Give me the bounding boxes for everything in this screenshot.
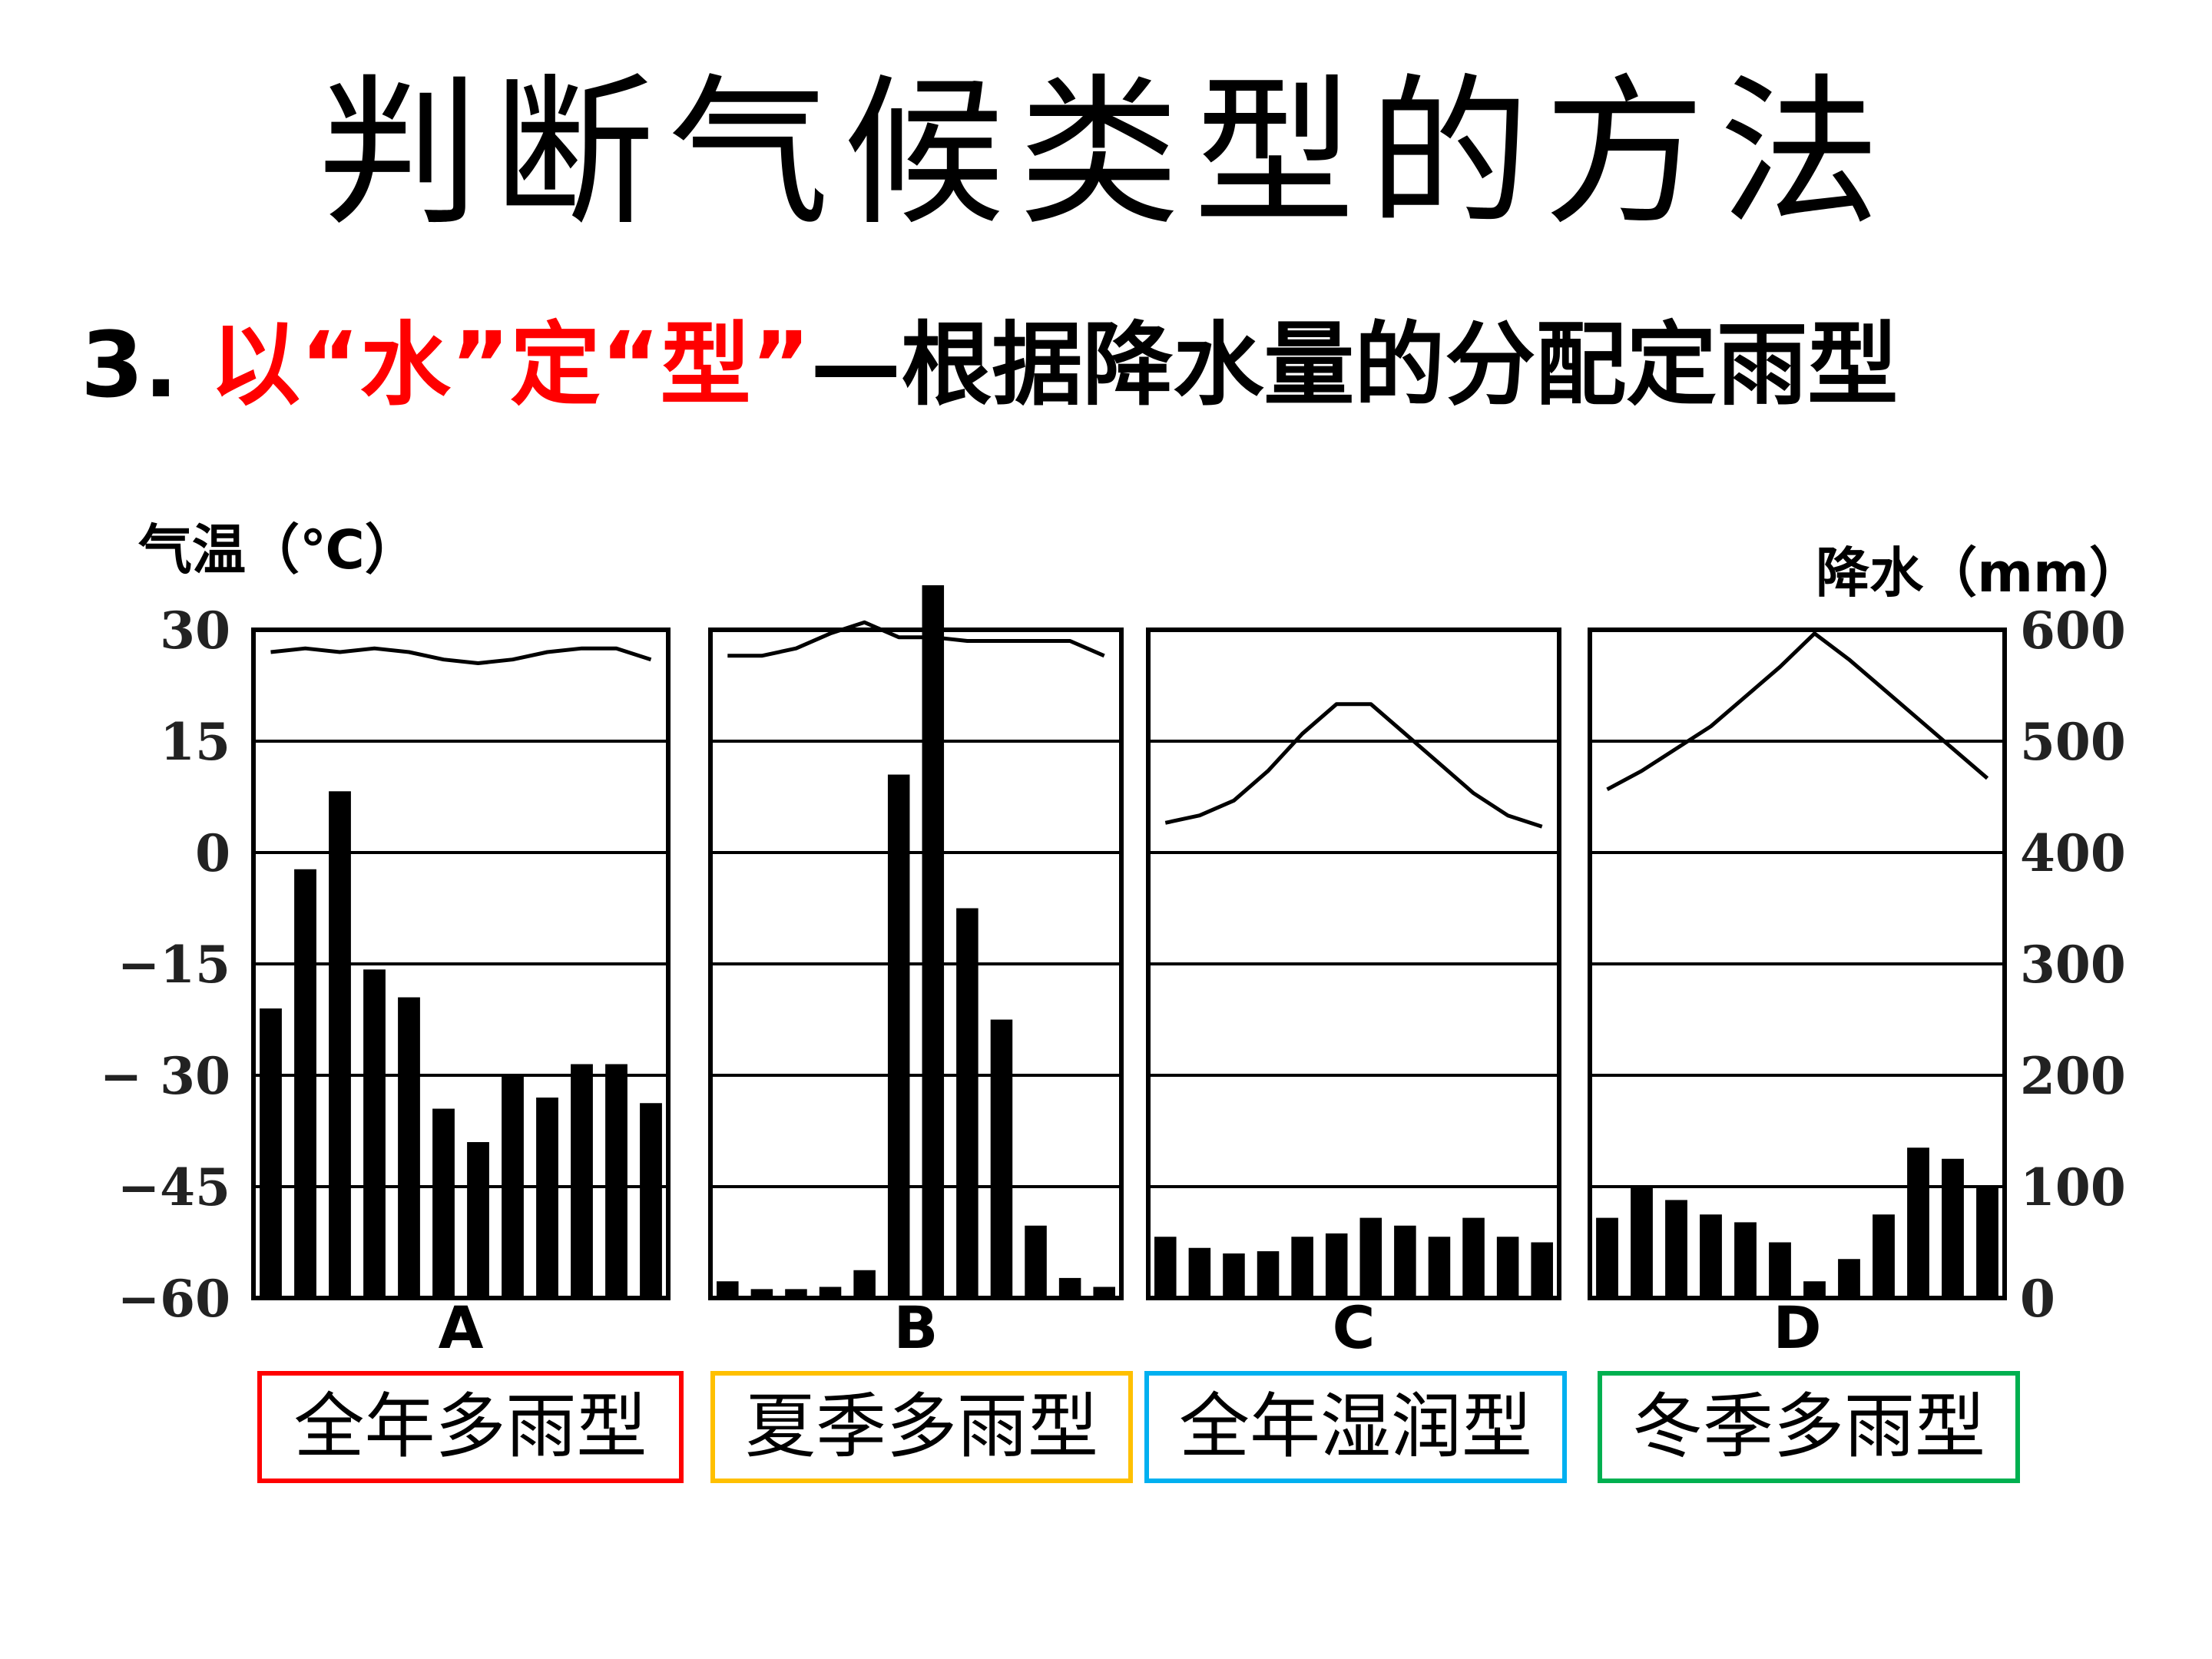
panel-frame xyxy=(708,628,1124,1300)
slide-title: 判断气候类型的方法 xyxy=(317,59,1894,247)
precipitation-bar xyxy=(467,1142,489,1298)
precipitation-bar xyxy=(329,791,351,1298)
rainfall-type-box: 冬季多雨型 xyxy=(1598,1371,2020,1483)
precipitation-bar xyxy=(260,1008,282,1298)
precipitation-bar xyxy=(1462,1217,1485,1298)
precipitation-bar xyxy=(294,869,316,1298)
precipitation-bar xyxy=(1496,1237,1519,1298)
temperature-axis-label: 气温（℃） xyxy=(138,518,419,581)
precipitation-bar xyxy=(1803,1281,1826,1298)
precipitation-bar xyxy=(1359,1217,1382,1298)
precipitation-bar xyxy=(363,969,386,1298)
precipitation-bar xyxy=(1257,1251,1280,1298)
precipitation-bar xyxy=(785,1289,807,1298)
precipitation-axis-label: 降水（mm） xyxy=(1816,541,2143,604)
precipitation-bar xyxy=(1394,1225,1416,1298)
precipitation-bar xyxy=(1907,1147,1929,1298)
precipitation-bar xyxy=(502,1075,524,1298)
precipitation-bar xyxy=(1223,1253,1245,1298)
precipitation-bar xyxy=(956,908,979,1298)
subtitle-prefix: 3. xyxy=(81,312,210,418)
precipitation-bar xyxy=(605,1064,628,1298)
precipitation-tick-label: 100 xyxy=(2020,1157,2126,1217)
precipitation-bar xyxy=(717,1281,739,1298)
precipitation-bar xyxy=(1428,1237,1451,1298)
precipitation-bar xyxy=(1058,1277,1081,1298)
precipitation-bar xyxy=(1769,1242,1791,1298)
panel-label: A xyxy=(439,1293,484,1362)
precipitation-tick-label: 0 xyxy=(2020,1269,2055,1329)
precipitation-bar xyxy=(887,774,910,1298)
precipitation-bar xyxy=(1188,1247,1211,1298)
precipitation-bar xyxy=(990,1019,1013,1298)
precipitation-bar xyxy=(1025,1225,1047,1298)
precipitation-bar xyxy=(1531,1242,1553,1298)
precipitation-bar xyxy=(1665,1200,1687,1298)
temperature-line xyxy=(1606,631,1989,792)
precipitation-tick-label: 300 xyxy=(2020,935,2126,995)
precipitation-bar xyxy=(819,1286,842,1298)
precipitation-bar xyxy=(922,585,945,1298)
rainfall-type-box: 夏季多雨型 xyxy=(710,1371,1133,1483)
precipitation-bar xyxy=(750,1289,773,1298)
rainfall-type-box: 全年湿润型 xyxy=(1144,1371,1567,1483)
precipitation-tick-label: 500 xyxy=(2020,712,2126,772)
temperature-tick-label: −45 xyxy=(118,1157,230,1217)
panel-label: B xyxy=(894,1293,939,1362)
panel-frame xyxy=(1146,628,1561,1300)
subtitle-highlight: 以“水”定“型” xyxy=(210,312,811,418)
precipitation-bar xyxy=(398,997,420,1298)
precipitation-bar xyxy=(1942,1158,1964,1298)
panel-frame xyxy=(1588,628,2007,1300)
temperature-tick-label: 30 xyxy=(160,601,230,661)
temperature-line xyxy=(270,646,652,665)
temperature-tick-label: − 30 xyxy=(100,1046,230,1106)
precipitation-bar xyxy=(432,1108,455,1298)
precipitation-bar xyxy=(1631,1187,1653,1298)
precipitation-tick-label: 600 xyxy=(2020,601,2126,661)
slide-subtitle: 3. 以“水”定“型”—根据降水量的分配定雨型 xyxy=(81,307,1898,422)
temperature-line xyxy=(727,620,1105,658)
precipitation-bar xyxy=(1093,1286,1115,1298)
rainfall-type-box: 全年多雨型 xyxy=(257,1371,684,1483)
panel-label: C xyxy=(1333,1293,1376,1362)
temperature-tick-label: 15 xyxy=(160,712,230,772)
precipitation-bar xyxy=(1873,1214,1895,1298)
temperature-tick-label: −15 xyxy=(118,935,230,995)
precipitation-bar xyxy=(1154,1237,1177,1298)
precipitation-bar xyxy=(1734,1222,1757,1298)
precipitation-bar xyxy=(1291,1237,1313,1298)
precipitation-bar xyxy=(640,1103,662,1298)
panel-frame xyxy=(251,628,671,1300)
precipitation-bar xyxy=(1838,1259,1860,1298)
precipitation-bar xyxy=(571,1064,593,1298)
temperature-line xyxy=(1164,702,1543,829)
temperature-tick-label: 0 xyxy=(195,823,230,883)
precipitation-bar xyxy=(853,1270,876,1298)
precipitation-tick-label: 400 xyxy=(2020,823,2126,883)
precipitation-bar xyxy=(1700,1214,1722,1298)
precipitation-tick-label: 200 xyxy=(2020,1046,2126,1106)
precipitation-bar xyxy=(1596,1217,1618,1298)
precipitation-bar xyxy=(1325,1233,1348,1298)
panel-label: D xyxy=(1773,1293,1821,1362)
precipitation-bar xyxy=(1976,1187,1998,1298)
subtitle-rest: —根据降水量的分配定雨型 xyxy=(810,312,1899,418)
temperature-tick-label: −60 xyxy=(118,1269,230,1329)
precipitation-bar xyxy=(536,1098,558,1298)
